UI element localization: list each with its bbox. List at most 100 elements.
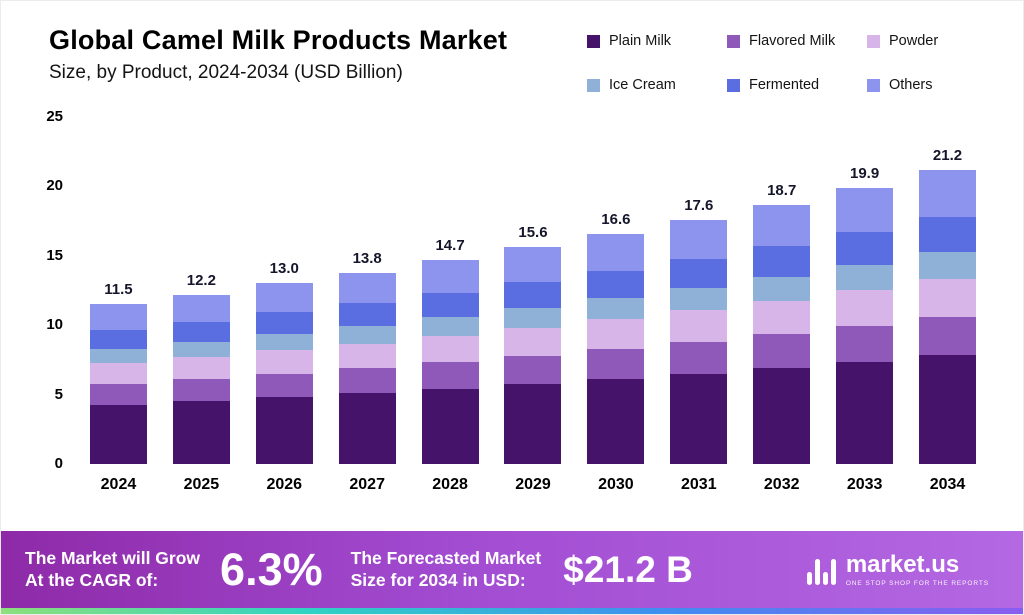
bar-stack-2027 [338, 272, 396, 464]
bar-segment-powder [836, 290, 894, 326]
page-subtitle: Size, by Product, 2024-2034 (USD Billion… [49, 62, 403, 83]
legend-label: Fermented [749, 77, 820, 93]
cagr-label-line2: At the CAGR of: [25, 569, 159, 590]
bar-segment-ice-cream [338, 326, 396, 344]
bar-segment-others [670, 219, 728, 259]
bar-segment-powder [753, 300, 811, 335]
cagr-label: The Market will Grow At the CAGR of: [25, 548, 200, 592]
y-tick-label: 5 [54, 385, 63, 403]
bar-column-2031: 17.6 2031 [657, 117, 740, 493]
x-axis-label: 2026 [266, 476, 303, 493]
bar-segment-plain-milk [172, 401, 230, 464]
brand-name: market.us [845, 550, 960, 578]
bar-segment-flavored-milk [172, 379, 230, 402]
bar-segment-flavored-milk [89, 384, 147, 405]
legend-label: Flavored Milk [749, 33, 836, 49]
bar-segment-others [172, 294, 230, 322]
bar-total-label: 11.5 [104, 281, 133, 299]
bar-segment-powder [587, 318, 645, 349]
x-axis-label: 2025 [183, 476, 220, 493]
bar-segment-flavored-milk [836, 325, 894, 362]
legend-item-flavored-milk: Flavored Milk [727, 33, 857, 49]
bar-segment-others [421, 260, 479, 293]
x-axis-label: 2028 [432, 476, 468, 493]
x-axis-label: 2031 [681, 476, 717, 493]
bar-segment-plain-milk [670, 373, 728, 464]
bar-segment-flavored-milk [670, 341, 728, 374]
bar-segment-fermented [670, 258, 728, 289]
bar-segment-flavored-milk [338, 368, 396, 394]
forecast-label-line2: Size for 2034 in USD: [350, 569, 526, 590]
bar-segment-powder [421, 335, 479, 362]
y-tick-label: 25 [46, 108, 63, 125]
bar-segment-fermented [919, 216, 977, 253]
bar-total-label: 19.9 [850, 164, 880, 182]
bar-segment-others [836, 187, 894, 233]
bar-segment-flavored-milk [421, 362, 479, 389]
bar-segment-ice-cream [255, 334, 313, 351]
bar-segment-ice-cream [670, 288, 728, 311]
bar-column-2034: 21.2 2034 [906, 117, 989, 493]
chart-header: Global Camel Milk Products Market Size, … [49, 25, 507, 84]
y-tick-label: 15 [46, 246, 63, 264]
legend-item-powder: Powder [867, 33, 997, 49]
bar-segment-ice-cream [172, 341, 230, 358]
legend-swatch [867, 34, 880, 48]
legend-swatch [727, 78, 740, 92]
bar-segment-ice-cream [919, 252, 977, 279]
y-tick-label: 0 [54, 455, 63, 472]
bar-segment-ice-cream [504, 308, 562, 328]
bar-stack-2029 [504, 247, 562, 464]
brand-tagline: One Stop Shop For The Reports [845, 579, 989, 587]
bar-segment-powder [670, 310, 728, 342]
legend-item-plain-milk: Plain Milk [587, 33, 717, 49]
bar-segment-plain-milk [587, 378, 645, 464]
forecast-label-line1: The Forecasted Market [350, 547, 542, 568]
bar-total-label: 17.6 [684, 196, 714, 214]
bar-segment-fermented [172, 321, 230, 342]
bar-segment-plain-milk [421, 388, 479, 464]
bar-segment-plain-milk [338, 393, 396, 464]
bar-stack-2026 [255, 283, 313, 464]
bar-stack-2034 [919, 169, 977, 464]
bar-segment-plain-milk [836, 361, 894, 464]
bar-stack-2030 [587, 233, 645, 464]
bar-segment-powder [89, 363, 147, 385]
y-axis: 0 5 10 15 20 25 [35, 108, 73, 472]
y-tick-label: 10 [46, 316, 63, 334]
bar-total-label: 21.2 [932, 146, 963, 164]
bar-segment-ice-cream [421, 317, 479, 336]
bar-stack-2028 [421, 260, 479, 464]
legend-swatch [587, 78, 600, 92]
bar-segment-plain-milk [753, 368, 811, 464]
bar-stack-2024 [89, 304, 147, 464]
legend-item-ice-cream: Ice Cream [587, 77, 717, 93]
page-title: Global Camel Milk Products Market [49, 25, 508, 55]
legend-label: Powder [889, 33, 939, 49]
x-axis-label: 2033 [846, 476, 883, 493]
legend-item-fermented: Fermented [727, 77, 857, 93]
bar-column-2027: 13.8 2027 [326, 117, 409, 493]
bar-segment-flavored-milk [587, 348, 645, 379]
legend-swatch [587, 34, 600, 48]
bar-segment-plain-milk [255, 397, 313, 464]
bar-stack-2025 [172, 294, 230, 464]
bar-segment-fermented [338, 303, 396, 327]
x-axis-label: 2029 [515, 476, 551, 493]
bar-segment-others [587, 233, 645, 271]
bar-segment-others [255, 283, 313, 313]
bar-stack-2032 [753, 204, 811, 464]
bar-segment-fermented [504, 282, 562, 309]
x-axis-label: 2027 [349, 476, 385, 493]
bar-total-label: 18.7 [767, 181, 797, 199]
bar-stack-2031 [670, 219, 728, 464]
bar-segment-powder [338, 343, 396, 369]
bar-segment-powder [504, 327, 562, 356]
bar-segment-fermented [255, 312, 313, 335]
bar-segment-fermented [587, 270, 645, 299]
bar-column-2025: 12.2 2025 [160, 117, 243, 493]
bar-segment-powder [172, 357, 230, 380]
bar-segment-flavored-milk [504, 355, 562, 384]
x-axis-label: 2034 [929, 476, 966, 493]
